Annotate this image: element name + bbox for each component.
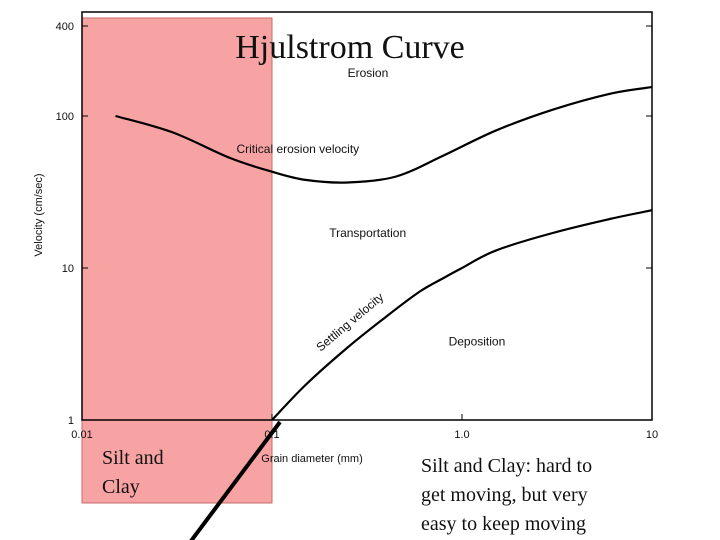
y-tick-label: 1: [68, 415, 74, 427]
x-axis-title: Grain diameter (mm): [261, 453, 362, 465]
y-axis-title: Velocity (cm/sec): [33, 173, 45, 256]
silt-clay-note: Silt and Clay: hard to get moving, but v…: [421, 455, 597, 535]
silt-clay-highlight: [81, 17, 273, 504]
x-tick-label: 10: [646, 429, 658, 441]
silt-clay-label: Silt and Clay: [102, 447, 169, 498]
region-label: Deposition: [449, 334, 506, 348]
y-tick-label: 400: [56, 21, 74, 33]
y-tick-label: 10: [62, 263, 74, 275]
x-tick-label: 1.0: [454, 429, 469, 441]
x-tick-label: 0.01: [71, 429, 92, 441]
settling-curve-extension: [189, 420, 282, 540]
region-label: Erosion: [348, 66, 389, 80]
curves: [115, 86, 653, 421]
y-tick-label: 100: [56, 111, 74, 123]
region-label: Transportation: [329, 226, 406, 240]
text-labels: Erosion Transportation Deposition Critical …: [236, 66, 505, 354]
curve-label-critical-erosion: Critical erosion velocity: [236, 142, 359, 156]
chart-title: Hjulstrom Curve: [235, 29, 464, 66]
plot-frame: [81, 11, 653, 421]
critical-erosion-curve: [115, 86, 653, 184]
settling-velocity-curve: [271, 209, 653, 421]
